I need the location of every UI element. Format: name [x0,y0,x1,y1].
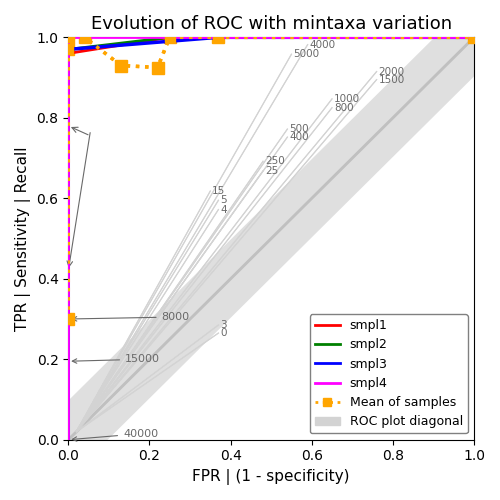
Line: smpl1: smpl1 [68,38,474,440]
Text: 15000: 15000 [72,354,160,364]
smpl4 [66,46,71,52]
Mean of samples [166,34,172,40]
Line: Mean of samples: Mean of samples [62,32,480,324]
smpl1 [66,123,71,129]
Text: 400: 400 [290,132,309,142]
Line: smpl2: smpl2 [68,38,474,440]
Text: 1500: 1500 [378,74,405,85]
Mean of samples [66,46,71,52]
smpl1 [166,34,172,40]
Y-axis label: TPR | Sensitivity | Recall: TPR | Sensitivity | Recall [15,146,31,331]
Mean of samples [82,34,87,40]
smpl2 [66,436,71,442]
Text: 3: 3 [220,320,227,330]
Mean of samples [154,64,160,70]
smpl1 [66,436,71,442]
smpl1 [471,34,477,40]
smpl3 [66,46,71,52]
smpl2 [471,34,477,40]
Text: 0: 0 [220,328,227,338]
Text: 500: 500 [290,124,309,134]
Mean of samples [118,62,124,68]
Text: 8000: 8000 [72,312,190,322]
smpl4 [166,34,172,40]
X-axis label: FPR | (1 - specificity): FPR | (1 - specificity) [192,469,350,485]
smpl2 [166,34,172,40]
Text: 40000: 40000 [72,428,158,441]
smpl2 [66,46,71,52]
smpl3 [66,436,71,442]
smpl2 [66,268,71,274]
Legend: smpl1, smpl2, smpl3, smpl4, Mean of samples, ROC plot diagonal: smpl1, smpl2, smpl3, smpl4, Mean of samp… [310,314,468,434]
Title: Evolution of ROC with mintaxa variation: Evolution of ROC with mintaxa variation [90,15,452,33]
Mean of samples [216,34,222,40]
Mean of samples [471,34,477,40]
Text: 15: 15 [212,186,226,196]
smpl3 [471,34,477,40]
Text: 4: 4 [220,204,227,214]
Text: 1000: 1000 [334,94,360,104]
smpl4 [66,436,71,442]
smpl1 [66,50,71,56]
Text: 2000: 2000 [378,66,405,76]
Text: 5000: 5000 [294,49,320,59]
smpl4 [66,34,71,40]
smpl4 [471,34,477,40]
Line: smpl4: smpl4 [68,38,474,440]
Text: 4000: 4000 [310,40,336,50]
smpl3 [216,34,222,40]
Mean of samples [66,34,71,40]
Text: 5: 5 [220,196,227,205]
Text: 800: 800 [334,103,353,113]
Text: 250: 250 [265,156,285,166]
Mean of samples [66,316,71,322]
Line: smpl3: smpl3 [68,38,474,440]
Text: 25: 25 [265,166,278,176]
